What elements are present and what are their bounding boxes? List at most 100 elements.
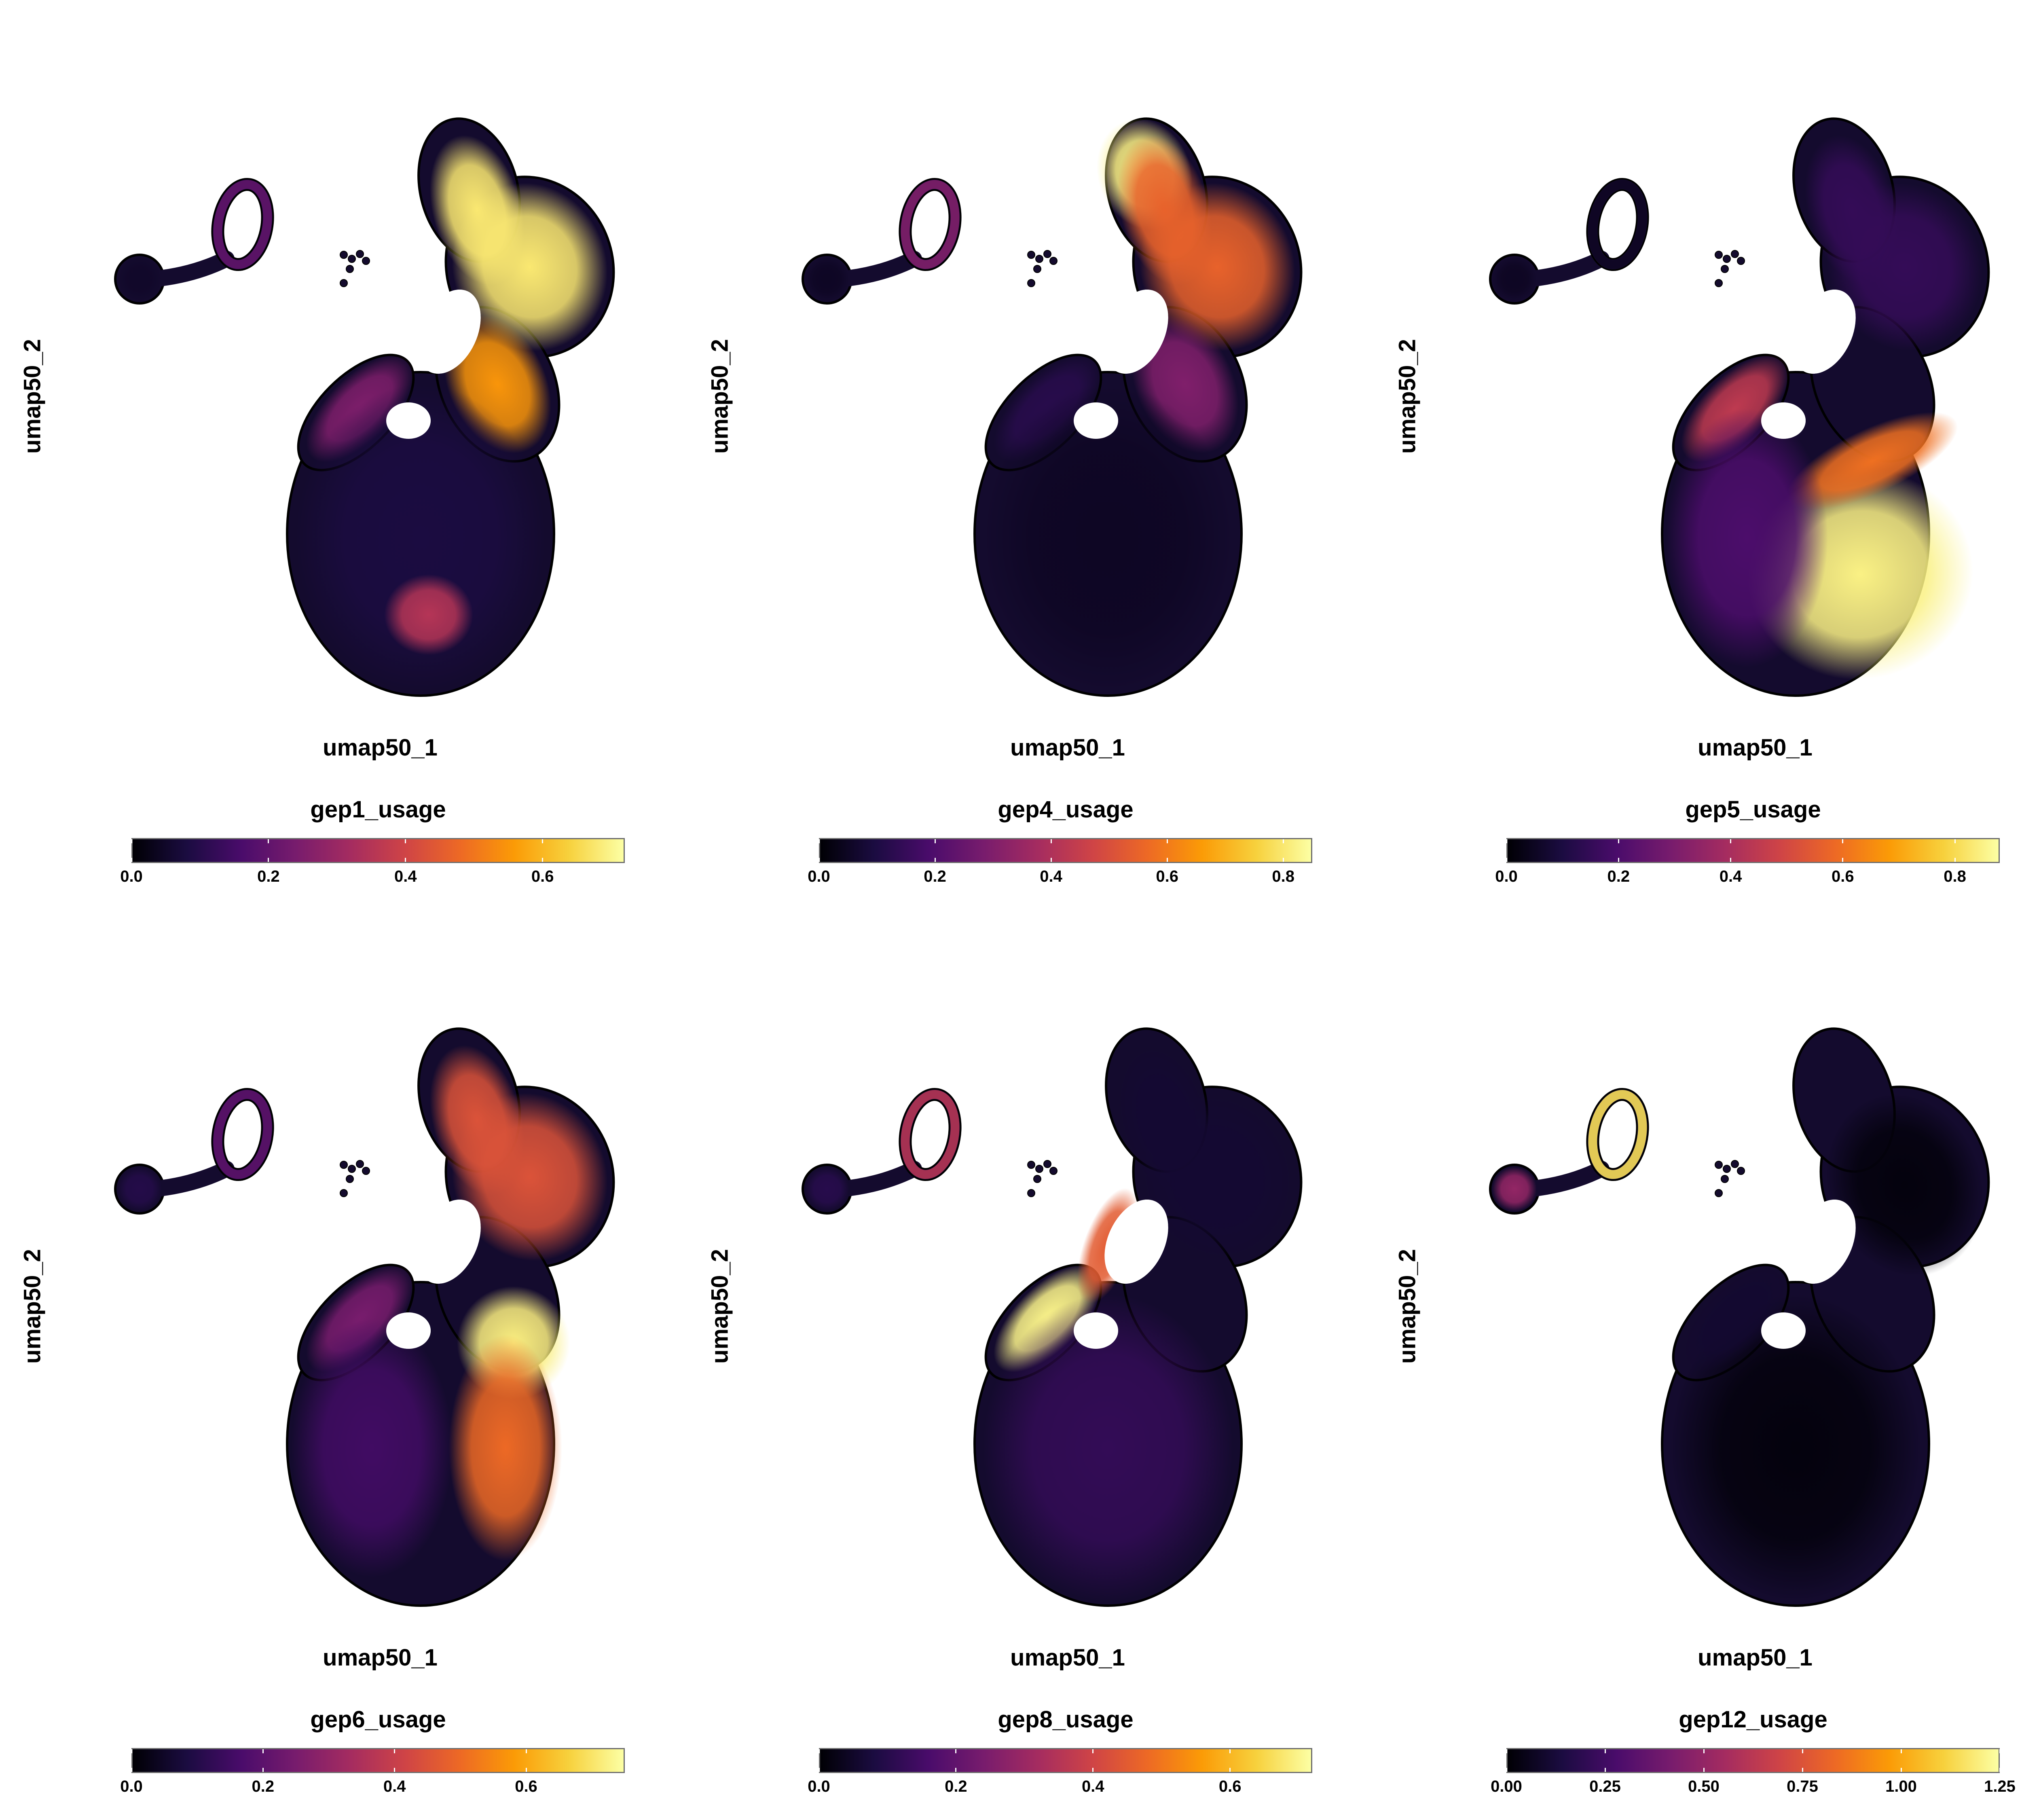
colorbar-title: gep1_usage — [310, 796, 446, 823]
colorbar-title: gep8_usage — [998, 1706, 1134, 1733]
usage-region — [213, 1090, 272, 1179]
colorbar-tick-mark — [1999, 1749, 2001, 1753]
usage-region — [805, 1167, 849, 1211]
colorbar-tick-mark — [405, 858, 406, 862]
panel-gep1: umap50_1 umap50_2 gep1_usage 0.0 0.2 0.4 0.… — [0, 0, 687, 910]
umap-scatter-plot — [1489, 1027, 1990, 1607]
colorbar-tick-label: 0.6 — [515, 1778, 537, 1795]
umap-cell-point — [1027, 1161, 1035, 1169]
colorbar-tick-mark — [1282, 858, 1284, 862]
usage-region — [117, 257, 162, 301]
panel-gep8: umap50_1 umap50_2 gep8_usage 0.0 0.2 0.4 0.… — [687, 910, 1375, 1820]
umap-cell-point — [1721, 1175, 1729, 1183]
umap-cell-point — [356, 1160, 364, 1168]
umap-cell-point — [362, 257, 370, 265]
usage-region — [1492, 257, 1537, 301]
usage-region — [295, 384, 546, 692]
umap-cell-point — [1043, 1160, 1051, 1168]
colorbar-tick-mark — [262, 1749, 264, 1753]
umap-cell-point — [346, 265, 354, 273]
umap-scatter-plot — [114, 1027, 615, 1607]
colorbar-tick-label: 0.6 — [1832, 868, 1854, 885]
usage-region — [429, 1045, 525, 1196]
usage-region — [1681, 1265, 1789, 1372]
colorbar-tick-label: 0.6 — [1218, 1778, 1242, 1795]
y-axis-label: umap50_2 — [19, 1249, 46, 1364]
colorbar-tick-mark — [1703, 1768, 1705, 1772]
colorbar-tick-mark — [1166, 839, 1168, 843]
umap-cell-point — [1715, 279, 1723, 287]
panel-gep5: umap50_1 umap50_2 gep5_usage 0.0 0.2 0.4 0.… — [1375, 0, 2022, 910]
umap-cell-point — [1043, 250, 1051, 258]
usage-region — [901, 180, 960, 269]
usage-region — [805, 257, 849, 301]
umap-connector — [1521, 1161, 1610, 1197]
umap-cell-point — [340, 1161, 348, 1169]
umap-hole — [1104, 1200, 1168, 1284]
colorbar — [819, 838, 1312, 863]
x-axis-label: umap50_1 — [323, 734, 438, 761]
umap-hole — [417, 1200, 481, 1284]
umap-hole — [1074, 1312, 1118, 1349]
umap-hole — [1761, 402, 1806, 439]
colorbar — [1506, 1748, 2000, 1773]
colorbar-tick-mark — [268, 858, 269, 862]
colorbar-tick-mark — [1050, 839, 1052, 843]
colorbar-tick-label: 0.0 — [808, 868, 830, 885]
usage-region — [1588, 1090, 1647, 1179]
usage-region — [1666, 408, 1828, 667]
colorbar-tick-mark — [405, 839, 406, 843]
colorbar-tick-mark — [1730, 839, 1732, 843]
umap-cell-point — [1721, 265, 1729, 273]
umap-cell-point — [1723, 255, 1731, 263]
colorbar-tick-mark — [1618, 839, 1619, 843]
umap-cell-point — [1715, 251, 1723, 259]
usage-region — [983, 384, 1233, 692]
usage-region — [901, 1090, 960, 1179]
colorbar-tick-mark — [1506, 1749, 1507, 1753]
colorbar — [131, 838, 625, 863]
colorbar-tick-mark — [1802, 1768, 1803, 1772]
colorbar-tick-mark — [1166, 858, 1168, 862]
usage-region — [1670, 1294, 1921, 1602]
umap-cell-point — [1715, 1189, 1723, 1197]
colorbar-tick-mark — [1900, 1768, 1902, 1772]
umap-cell-point — [1731, 1160, 1739, 1168]
colorbar-tick-label: 0.0 — [120, 868, 143, 885]
colorbar-tick-mark — [1954, 858, 1956, 862]
colorbar-tick-label: 1.25 — [1984, 1778, 2016, 1795]
umap-cell-point — [1035, 255, 1043, 263]
colorbar-tick-label: 0.8 — [1272, 868, 1295, 885]
y-axis-label: umap50_2 — [706, 339, 733, 454]
umap-hole — [386, 402, 431, 439]
umap-scatter-plot — [802, 117, 1303, 697]
umap-connector — [146, 1161, 235, 1197]
panel-gep12: umap50_1 umap50_2 gep12_usage 0.00 0.25 0.… — [1375, 910, 2022, 1820]
y-axis-label: umap50_2 — [1394, 339, 1421, 454]
colorbar-tick-label: 0.2 — [924, 868, 946, 885]
colorbar-tick-mark — [131, 1749, 132, 1753]
colorbar-tick-mark — [934, 858, 936, 862]
x-axis-label: umap50_1 — [1010, 734, 1125, 761]
colorbar-tick-mark — [955, 1768, 957, 1772]
y-axis-label: umap50_2 — [1394, 1249, 1421, 1364]
usage-region — [384, 574, 473, 655]
colorbar-tick-label: 0.0 — [808, 1778, 830, 1795]
umap-connector — [833, 251, 922, 287]
umap-hole — [1792, 290, 1856, 374]
colorbar-tick-mark — [131, 839, 132, 843]
umap-cell-point — [1027, 251, 1035, 259]
umap-hole — [1761, 1312, 1806, 1349]
colorbar-tick-mark — [542, 858, 544, 862]
colorbar-tick-label: 0.6 — [1156, 868, 1178, 885]
umap-cell-point — [348, 255, 356, 263]
x-axis-label: umap50_1 — [1698, 1644, 1813, 1671]
colorbar-tick-mark — [1842, 839, 1844, 843]
umap-connector — [833, 1161, 922, 1197]
umap-cell-point — [1723, 1165, 1731, 1173]
colorbar-tick-label: 0.0 — [1495, 868, 1518, 885]
colorbar-tick-label: 0.2 — [1607, 868, 1630, 885]
y-axis-label: umap50_2 — [706, 1249, 733, 1364]
usage-region — [1804, 135, 1900, 286]
colorbar-title: gep5_usage — [1685, 796, 1821, 823]
